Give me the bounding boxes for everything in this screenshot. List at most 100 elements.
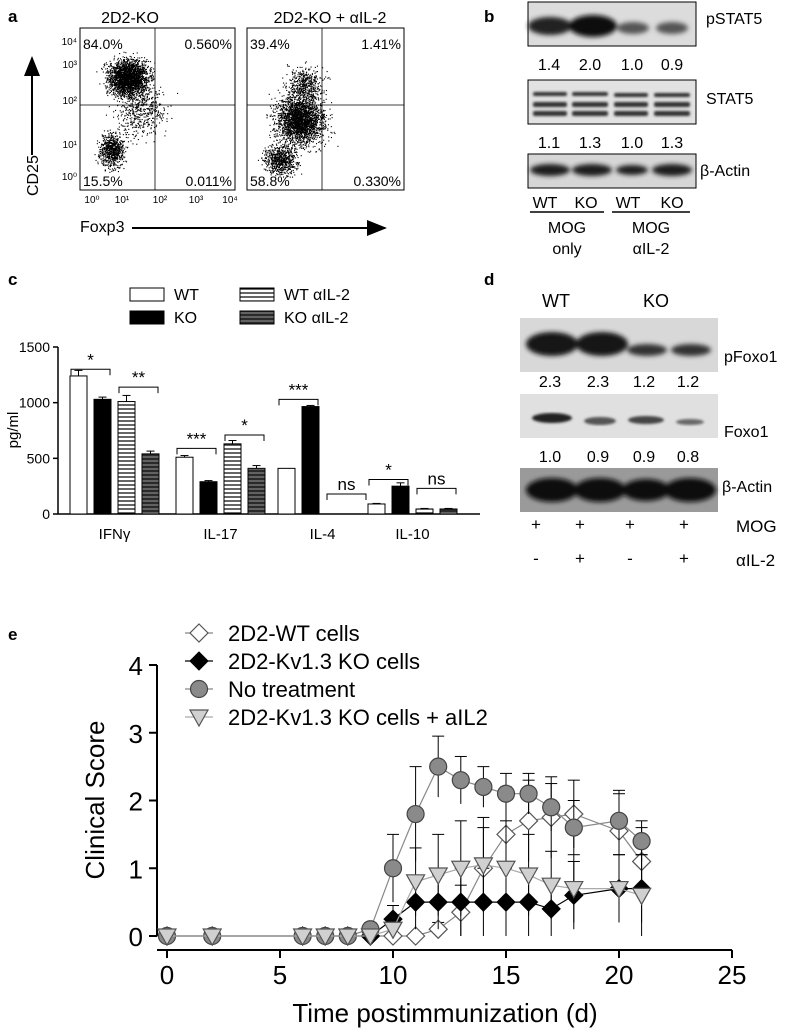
sig-bracket xyxy=(224,434,265,441)
bar-legend: WT KO WT αIL-2 KO αIL-2 xyxy=(129,287,350,327)
sig-label: *** xyxy=(289,380,309,399)
facs-xtick-4: 10³ xyxy=(189,195,204,206)
facs-ylabel: CD25 xyxy=(25,155,42,196)
bar-IL-10-WT αIL-2 xyxy=(415,508,434,515)
facs-plot-2-dots xyxy=(257,61,339,178)
data-point xyxy=(382,921,404,940)
foxo1-q3: 0.9 xyxy=(633,449,655,466)
blot-label-foxo1: Foxo1 xyxy=(724,424,769,441)
sig-bracket xyxy=(176,447,217,455)
facs-1-ur: 0.560% xyxy=(185,36,232,52)
line-ytick-label: 3 xyxy=(129,719,143,749)
group-1-line2: only xyxy=(552,241,581,258)
series-No treatment xyxy=(157,735,651,946)
header-wt: WT xyxy=(542,291,570,311)
bar-category-label: IFNγ xyxy=(99,526,131,543)
bar-IL-4-WT xyxy=(277,467,296,515)
row-label-mog: MOG xyxy=(736,517,777,536)
facs-xtick-1: 10⁰ xyxy=(84,195,99,206)
line-xlabel: Time postimmunization (d) xyxy=(292,998,597,1028)
bar-ylabel: pg/ml xyxy=(5,412,22,449)
data-point xyxy=(429,757,448,776)
bar-IL-10-KO αIL-2 xyxy=(439,508,458,515)
il2-sign-1: - xyxy=(533,549,539,568)
facs-1-lr: 0.011% xyxy=(186,173,232,189)
panel-c: c WT KO WT αIL-2 KO αIL-2 0 500 1000 1500 IFNγ I… xyxy=(5,270,480,543)
series-2D2-Kv1.3 KO cells xyxy=(157,854,652,946)
foxo1-q4: 0.8 xyxy=(677,449,699,466)
sig-label: ns xyxy=(428,469,446,488)
series-2D2-WT cells xyxy=(157,776,652,946)
panel-e: e 0 1 2 3 4 0 5 10 15 20 25 2D2-WT cells 2D2-Kv1.3 … xyxy=(8,621,746,1028)
lane-1-label: WT xyxy=(533,195,558,212)
facs-1-ll: 15.5% xyxy=(83,173,123,189)
legend-label-WT αIL-2: WT αIL-2 xyxy=(284,287,350,304)
data-point xyxy=(473,857,494,876)
bar-IL-10-WT xyxy=(367,503,386,515)
foxo1-q2: 0.9 xyxy=(587,449,609,466)
legend-label-KO: KO xyxy=(174,310,197,327)
legend-label-2D2-Kv1.3 KO cells + aIL2: 2D2-Kv1.3 KO cells + aIL2 xyxy=(228,705,488,730)
pfoxo1-q4: 1.2 xyxy=(677,374,699,391)
legend-label-2D2-WT cells: 2D2-WT cells xyxy=(228,621,360,646)
bar-ytick-label: 1500 xyxy=(19,339,50,355)
line-ylabel: Clinical Score xyxy=(80,721,110,880)
line-xtick-label: 0 xyxy=(160,960,174,990)
facs-ytick-3: 10² xyxy=(63,96,78,107)
blot-label-actin-b: β-Actin xyxy=(700,163,750,180)
line-xtick-label: 10 xyxy=(379,960,408,990)
bar-ytick-label: 500 xyxy=(27,450,51,466)
legend-marker-2D2-Kv1.3 KO cells xyxy=(189,651,209,671)
bar-IL-17-KO xyxy=(199,481,218,515)
il2-sign-3: - xyxy=(627,549,633,568)
bar-ytick-label: 0 xyxy=(42,506,50,522)
lane-4-label: KO xyxy=(660,195,683,212)
data-point xyxy=(292,928,313,947)
panel-label-e: e xyxy=(8,625,17,644)
line-ytick-label: 4 xyxy=(129,651,143,681)
line-ytick-label: 1 xyxy=(129,854,143,884)
pstat5-q1: 1.4 xyxy=(538,57,560,74)
facs-ytick-5: 10⁰ xyxy=(62,172,77,183)
panel-label-d: d xyxy=(484,270,494,289)
group-1-line1: MOG xyxy=(548,220,586,237)
panel-label-c: c xyxy=(8,270,17,289)
sig-bracket xyxy=(70,368,111,376)
legend-marker-2D2-Kv1.3 KO cells + aIL2 xyxy=(188,709,210,728)
data-point xyxy=(428,867,449,886)
lane-2-label: KO xyxy=(574,195,597,212)
sig-label: * xyxy=(87,350,94,369)
stat5-q2: 1.3 xyxy=(579,135,601,152)
mog-sign-3: + xyxy=(625,515,635,534)
legend-swatch-WT αIL-2 xyxy=(239,287,275,302)
data-point xyxy=(315,928,336,947)
facs-2-lr: 0.330% xyxy=(354,173,401,189)
panel-d: d WT KO pFoxo1 2.3 2.3 1.2 1.2 Foxo1 1.0… xyxy=(484,270,777,570)
pfoxo1-q1: 2.3 xyxy=(539,374,561,391)
data-point xyxy=(541,877,562,896)
sig-bracket xyxy=(368,478,409,486)
legend-marker-No treatment xyxy=(189,679,209,699)
data-point xyxy=(474,777,493,797)
data-point xyxy=(564,818,583,837)
sig-label: ns xyxy=(338,475,356,494)
data-point xyxy=(609,811,629,830)
bar-IL-17-WT xyxy=(175,456,194,515)
mog-sign-1: + xyxy=(531,515,541,534)
data-point xyxy=(405,874,426,893)
stat5-q3: 1.0 xyxy=(621,135,643,152)
data-point xyxy=(383,859,403,878)
data-point xyxy=(337,928,358,947)
sig-bracket xyxy=(416,487,457,495)
legend-swatch-KO xyxy=(129,310,165,325)
data-point xyxy=(495,860,517,879)
row-label-il2: αIL-2 xyxy=(736,551,775,570)
line-xtick-label: 25 xyxy=(718,960,747,990)
line-ytick-label: 2 xyxy=(129,787,143,817)
data-point xyxy=(542,798,561,817)
data-point xyxy=(518,867,539,886)
bar-IL-17-WT αIL-2 xyxy=(223,443,242,515)
il2-sign-2: + xyxy=(575,549,585,568)
